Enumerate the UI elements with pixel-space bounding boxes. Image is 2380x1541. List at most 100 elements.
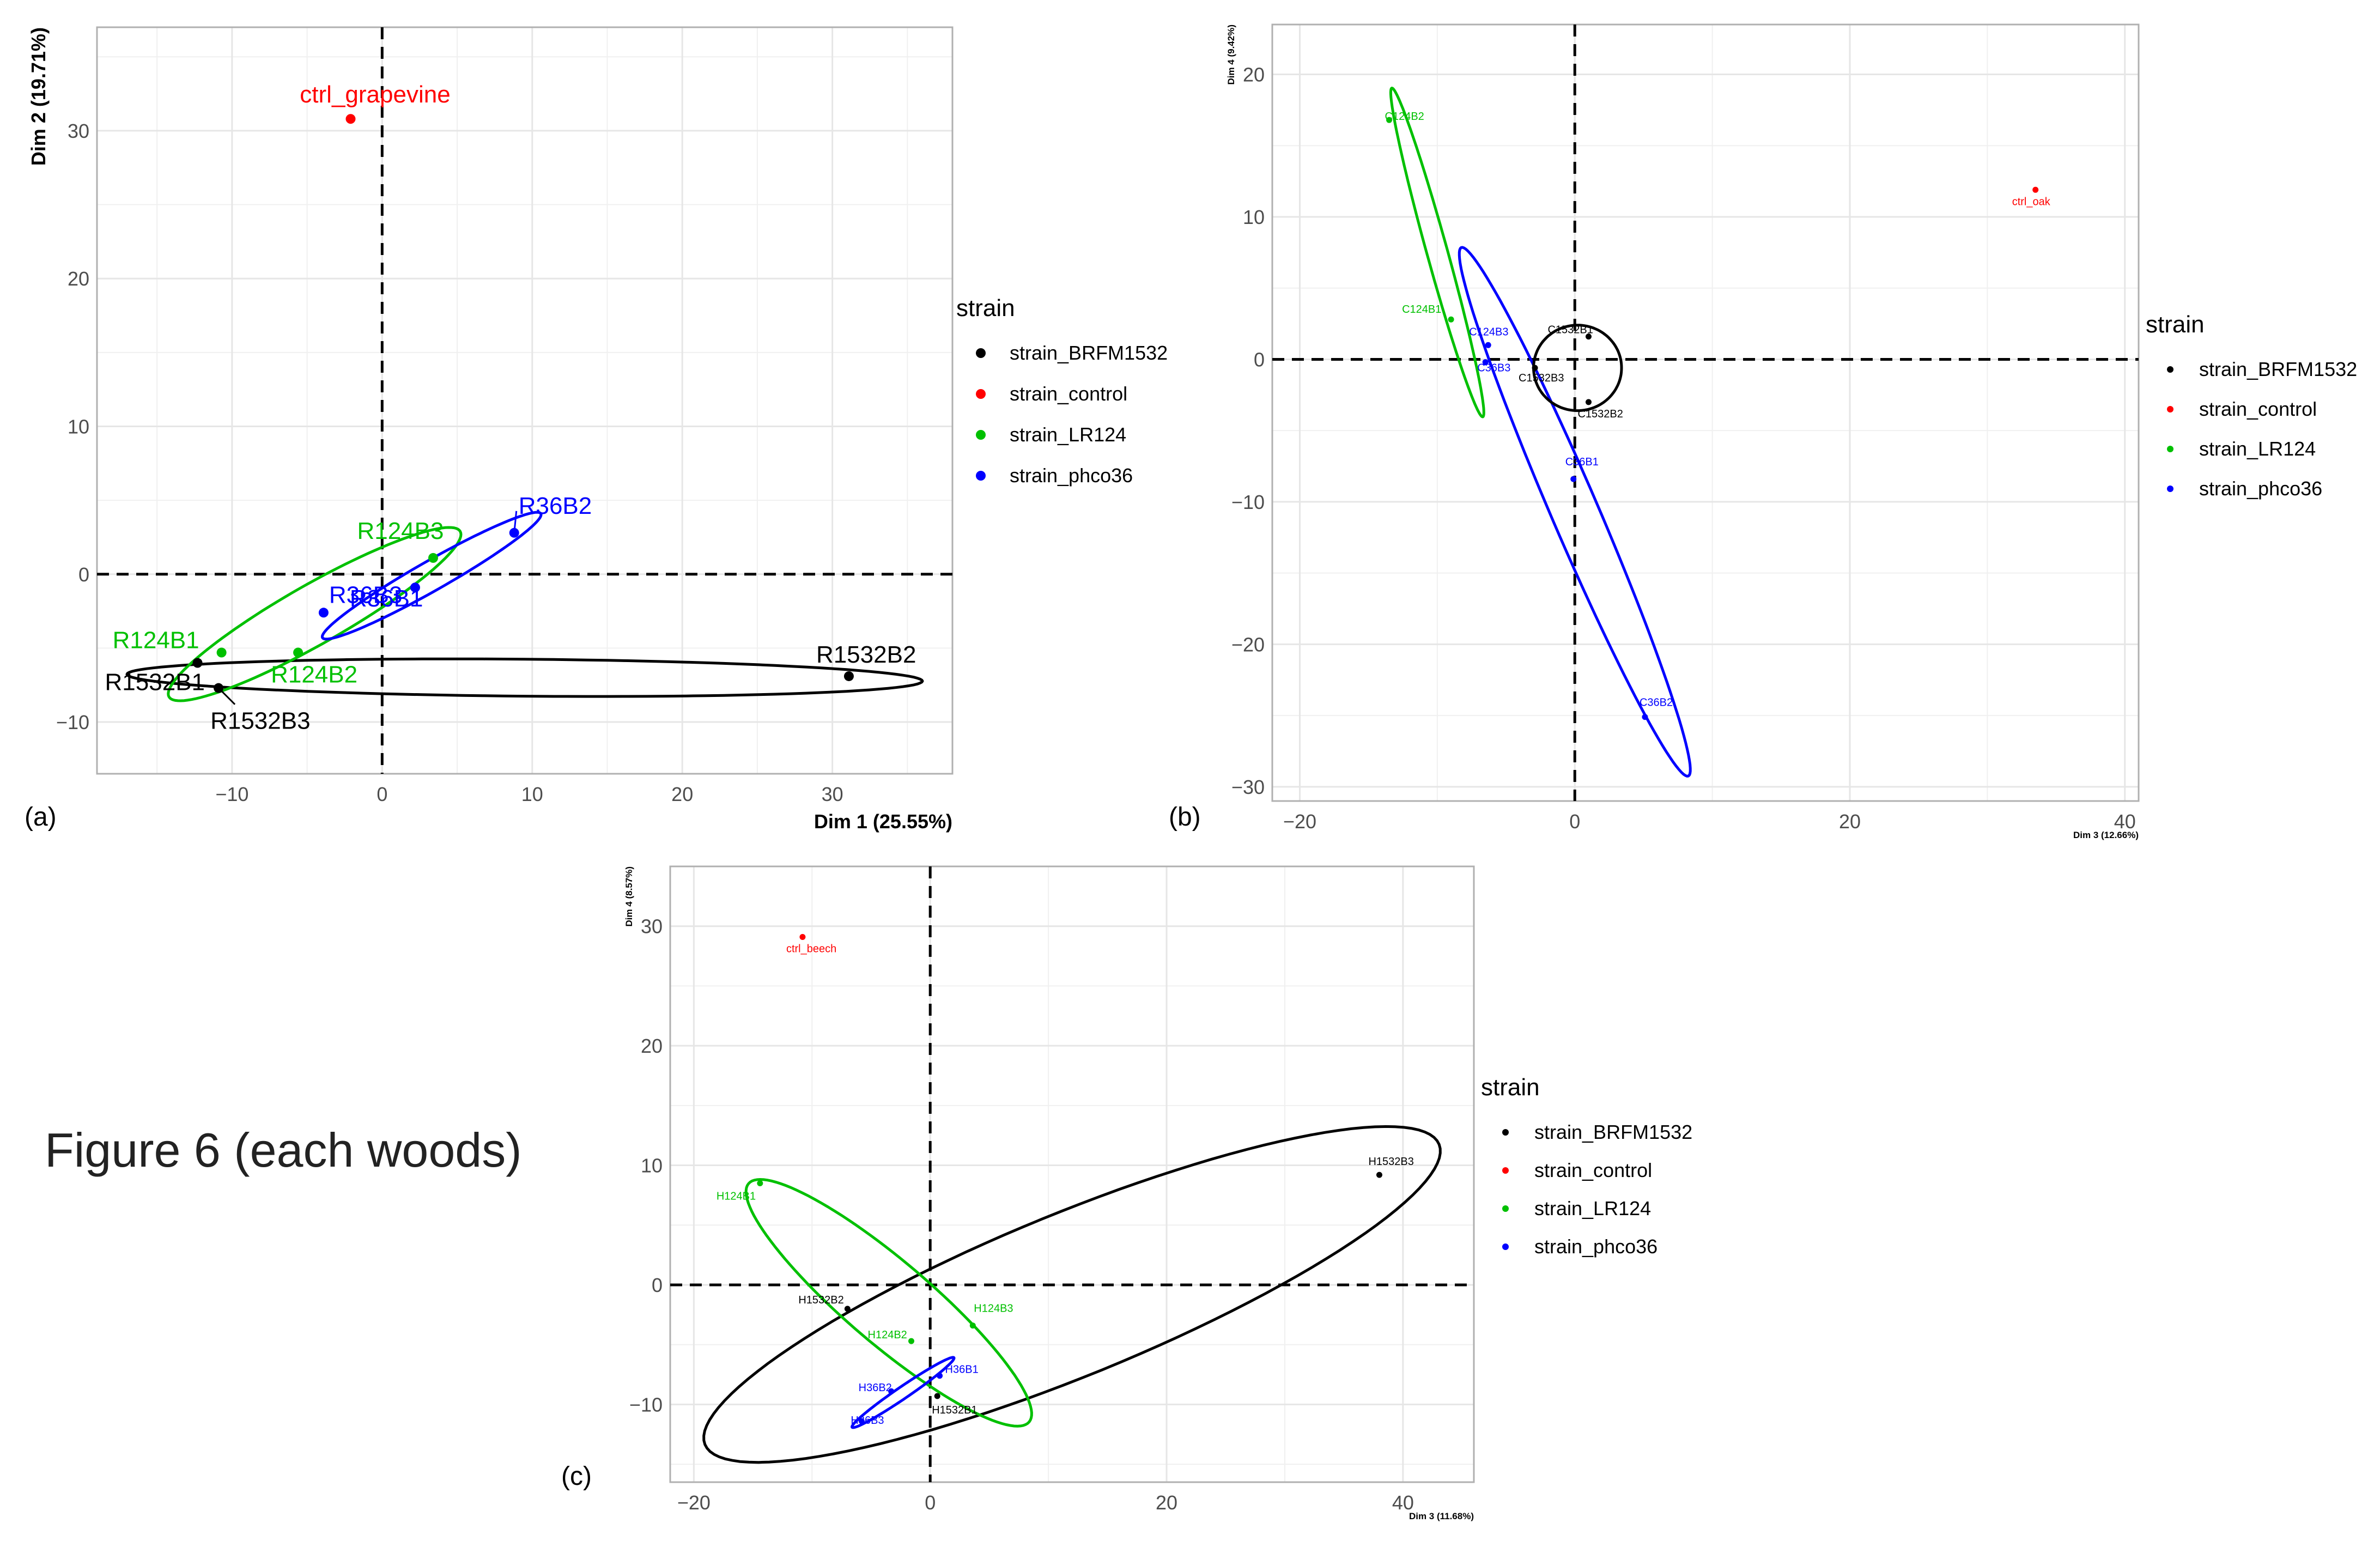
data-point — [844, 1306, 851, 1312]
plot-border — [96, 26, 954, 775]
y-tick-label: 0 — [78, 563, 89, 586]
point-label: R36B3 — [329, 581, 403, 608]
y-axis-title: Dim 2 (19.71%) — [27, 27, 50, 166]
data-point — [908, 1338, 914, 1344]
y-tick-label: 20 — [641, 1035, 663, 1057]
point-label: R36B1 — [350, 585, 423, 612]
data-point — [293, 647, 303, 658]
point-label: C1532B3 — [1519, 372, 1564, 384]
y-tick-label: 0 — [652, 1274, 663, 1296]
point-label: H124B2 — [868, 1329, 907, 1341]
point-label: R1532B3 — [210, 708, 310, 735]
confidence-ellipse-strain_phco36 — [1458, 246, 1692, 778]
point-label: H1532B3 — [1368, 1156, 1413, 1168]
y-tick-label: 10 — [1243, 206, 1265, 228]
x-tick-label: 0 — [925, 1491, 936, 1514]
legend-entry-label: strain_LR124 — [2199, 438, 2316, 460]
data-point — [1570, 476, 1577, 482]
legend-entry-label: strain_control — [1010, 383, 1127, 405]
panel-label: (c) — [561, 1462, 592, 1491]
data-point — [345, 114, 356, 124]
confidence-ellipse-strain_phco36 — [320, 511, 543, 641]
data-point — [1642, 714, 1648, 720]
data-point — [934, 1393, 940, 1399]
y-tick-label: −10 — [56, 711, 89, 733]
legend-entry-label: strain_BRFM1532 — [2199, 358, 2357, 380]
chart-panel-2: −20 0 20 40 −30 −20 −10 0 10 20 Dim 3 (12.66%) Dim … — [1169, 23, 2357, 840]
plot-background — [670, 866, 1474, 1482]
data-point — [969, 1322, 976, 1329]
point-label: C124B2 — [1385, 111, 1424, 123]
y-tick-label: 10 — [68, 415, 89, 438]
legend-entry-label: strain_phco36 — [2199, 477, 2322, 500]
legend-entry-label: strain_control — [2199, 398, 2317, 420]
legend-swatch — [976, 471, 986, 481]
legend-entry-label: strain_BRFM1532 — [1010, 342, 1168, 364]
legend-swatch — [2167, 446, 2173, 452]
data-point — [428, 553, 438, 563]
point-label: R124B1 — [113, 627, 199, 654]
point-label: ctrl_beech — [786, 943, 836, 955]
data-point — [843, 671, 854, 681]
y-tick-label: −20 — [1231, 633, 1265, 656]
ellipse-layer — [125, 511, 924, 702]
data-point — [799, 933, 806, 940]
data-point — [1482, 359, 1489, 366]
plot-border — [669, 865, 1475, 1483]
point-label: H36B3 — [851, 1415, 884, 1427]
confidence-ellipse-strain_LR124 — [744, 1178, 1033, 1428]
plot-border — [1271, 23, 2140, 802]
figure-caption: Figure 6 (each woods) — [45, 1123, 522, 1177]
data-point — [2032, 186, 2039, 193]
point-label: H36B2 — [859, 1382, 892, 1394]
x-tick-label: 20 — [1156, 1491, 1177, 1514]
legend-title: strain — [956, 295, 1015, 321]
y-tick-label: 10 — [641, 1155, 663, 1177]
point-label: R124B2 — [271, 662, 357, 688]
confidence-ellipse-strain_BRFM1532 — [125, 657, 924, 698]
data-point — [1376, 1172, 1382, 1178]
point-label: ctrl_oak — [2012, 196, 2051, 208]
legend-swatch — [976, 348, 986, 358]
y-tick-label: −10 — [629, 1393, 663, 1416]
point-label: H1532B1 — [932, 1404, 977, 1416]
legend-title: strain — [1481, 1074, 1540, 1101]
legend-entry-label: strain_control — [1534, 1159, 1652, 1181]
point-label: H124B1 — [717, 1190, 756, 1202]
panel-label: (a) — [25, 803, 57, 832]
legend-swatch — [1502, 1129, 1509, 1136]
legend-entry-label: strain_LR124 — [1010, 423, 1126, 446]
x-tick-label: 40 — [2114, 810, 2136, 833]
x-tick-label: 40 — [1392, 1491, 1414, 1514]
point-label: C36B3 — [1477, 362, 1510, 374]
confidence-ellipse-strain_phco36 — [851, 1356, 956, 1429]
legend-swatch — [1502, 1167, 1509, 1174]
panel-label: (b) — [1169, 803, 1201, 832]
plot-background — [1272, 25, 2139, 801]
point-label: R1532B1 — [105, 669, 205, 696]
confidence-ellipse-strain_LR124 — [1389, 87, 1485, 418]
legend-entry-label: strain_LR124 — [1534, 1197, 1651, 1220]
point-label: ctrl_grapevine — [300, 81, 450, 108]
data-point — [318, 608, 329, 618]
point-label: H36B1 — [945, 1364, 979, 1376]
data-point — [888, 1388, 895, 1394]
point-label: C36B2 — [1640, 697, 1673, 709]
y-tick-label: 30 — [68, 120, 89, 142]
x-axis-title: Dim 3 (11.68%) — [1409, 1511, 1474, 1521]
data-point — [1485, 342, 1491, 348]
data-point — [1585, 333, 1592, 340]
x-tick-label: 0 — [377, 783, 387, 805]
y-axis-title: Dim 4 (8.57%) — [624, 866, 634, 927]
legend-entry-label: strain_phco36 — [1010, 464, 1133, 487]
legend-swatch — [2167, 486, 2173, 492]
x-tick-label: 20 — [1839, 810, 1861, 833]
point-label: R36B2 — [519, 493, 592, 519]
y-tick-label: 30 — [641, 915, 663, 938]
data-point — [410, 583, 420, 593]
point-label: C124B3 — [1469, 326, 1508, 338]
chart-panel-3: −20 0 20 40 −10 0 10 20 30 Dim 3 (11.68%) Dim 4 (8… — [561, 865, 1692, 1521]
confidence-ellipse-strain_BRFM1532 — [702, 1125, 1442, 1464]
point-label: H1532B2 — [798, 1294, 843, 1306]
